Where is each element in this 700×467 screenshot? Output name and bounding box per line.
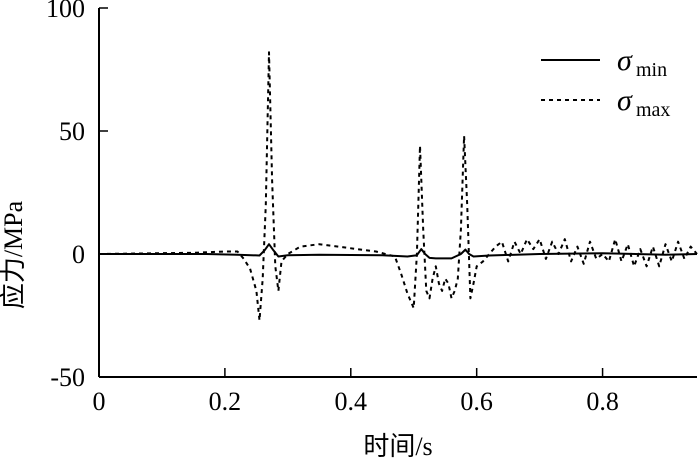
legend-symbol-max: σ — [617, 84, 633, 117]
y-tick-label: 0 — [72, 240, 85, 269]
x-tick-label: 0 — [93, 387, 106, 416]
series-line-max — [98, 51, 698, 322]
x-tick-label: 0.8 — [586, 387, 619, 416]
x-tick-label: 0.4 — [335, 387, 368, 416]
y-tick-label: 100 — [46, 0, 85, 23]
x-tick-label: 0.2 — [209, 387, 242, 416]
legend-subscript-min: min — [636, 59, 667, 81]
plot-frame — [98, 8, 697, 378]
legend-symbol-min: σ — [617, 44, 633, 77]
y-axis-title: 应力/MPa — [0, 200, 28, 309]
x-axis-title: 时间/s — [363, 432, 432, 461]
y-tick-label: -50 — [50, 363, 85, 392]
series-line-min — [99, 243, 698, 260]
x-tick-label: 0.6 — [460, 387, 493, 416]
ticks-layer: 0 0.2 0.4 0.6 0.8 -50 0 50 100 — [46, 0, 619, 416]
legend-subscript-max: max — [636, 99, 670, 121]
y-tick-label: 50 — [59, 117, 85, 146]
series-layer — [98, 51, 698, 322]
